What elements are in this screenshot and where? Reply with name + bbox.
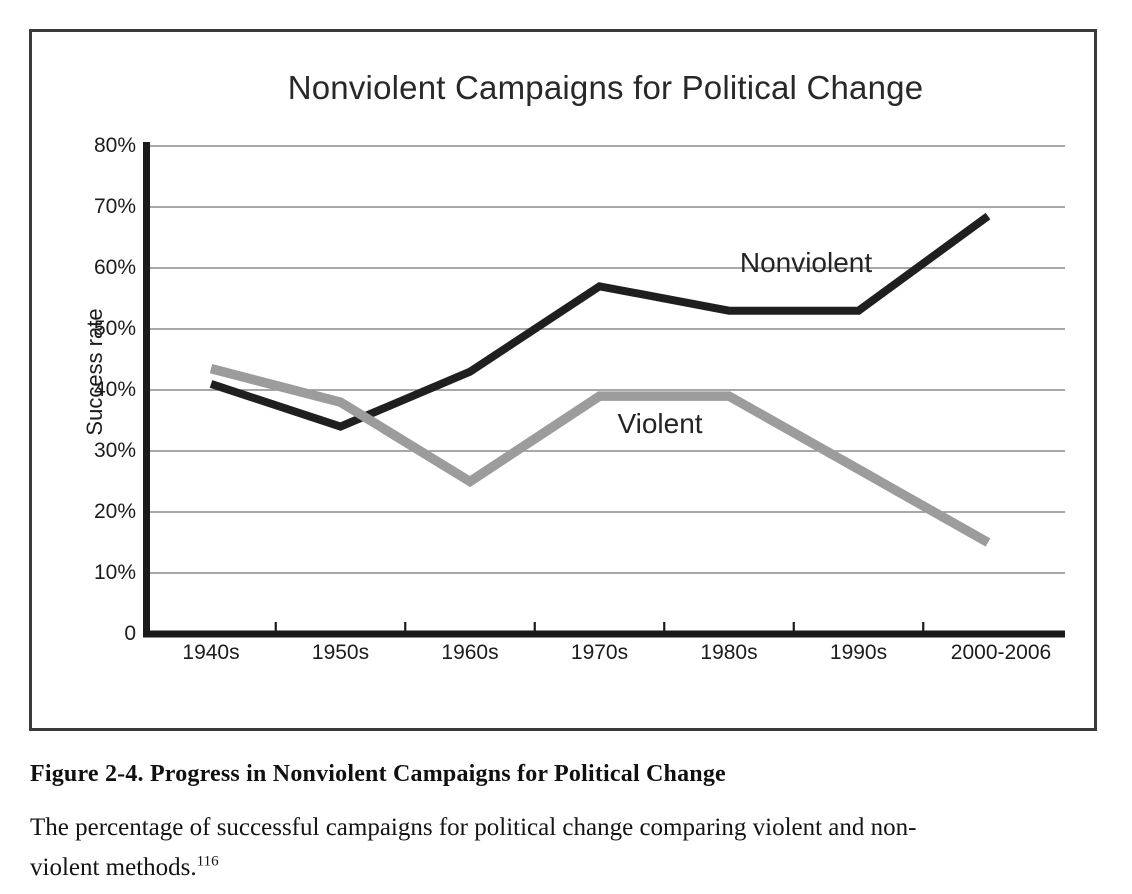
series-label-violent: Violent bbox=[617, 408, 703, 439]
y-tick-label: 0 bbox=[124, 622, 136, 645]
y-tick-label: 20% bbox=[93, 500, 136, 523]
y-tick-label: 80% bbox=[93, 134, 136, 157]
caption-text-line: The percentage of successful campaigns f… bbox=[30, 814, 917, 841]
x-tick-label: 1970s bbox=[570, 641, 629, 664]
series-label-nonviolent: Nonviolent bbox=[739, 247, 873, 278]
figure-caption-body: The percentage of successful campaigns f… bbox=[30, 808, 1100, 888]
y-tick-label: 40% bbox=[93, 378, 136, 401]
y-tick-label: 50% bbox=[93, 317, 136, 340]
series-line-violent bbox=[209, 364, 991, 547]
footnote-marker: 116 bbox=[196, 853, 219, 870]
series-line-nonviolent bbox=[209, 212, 991, 431]
x-tick-label: 1990s bbox=[829, 641, 888, 664]
caption-text-line: violent methods. bbox=[30, 854, 197, 881]
figure-caption-heading: Figure 2-4. Progress in Nonviolent Campa… bbox=[30, 761, 726, 787]
y-tick-label: 60% bbox=[93, 256, 136, 279]
x-tick-label: 1950s bbox=[311, 641, 370, 664]
x-tick-label: 1940s bbox=[182, 641, 240, 664]
x-tick-label: 2000-2006 bbox=[950, 641, 1052, 664]
x-tick-label: 1980s bbox=[700, 641, 758, 664]
y-tick-label: 10% bbox=[93, 561, 136, 584]
chart-title: Nonviolent Campaigns for Political Chang… bbox=[287, 69, 924, 106]
y-tick-label: 30% bbox=[93, 439, 136, 462]
x-tick-label: 1960s bbox=[441, 641, 499, 664]
y-tick-label: 70% bbox=[93, 195, 136, 218]
